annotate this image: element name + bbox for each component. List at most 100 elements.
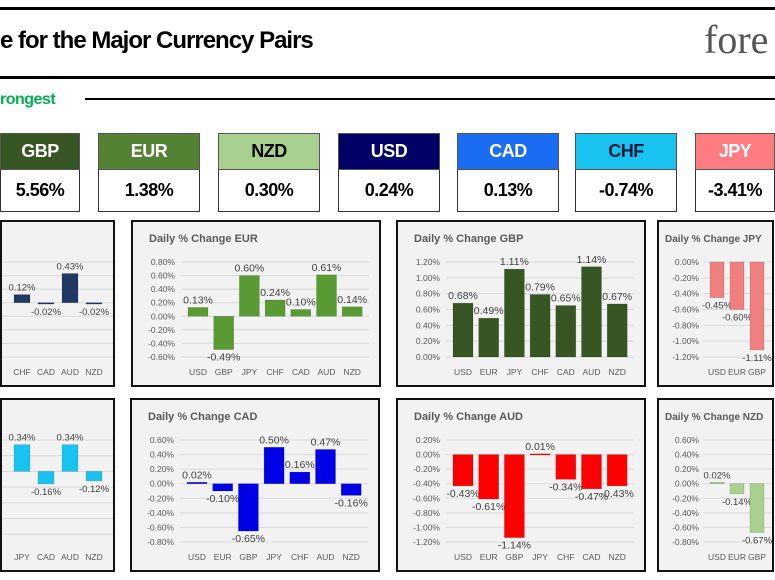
- x-tick-label: USD: [454, 367, 472, 377]
- bar-eur: [212, 483, 233, 492]
- data-label: 0.14%: [337, 294, 367, 306]
- chart-panel: Daily % Change AUD 0.20% 0.00% -0.20% -0.40%…: [396, 398, 646, 572]
- bar-chart: Daily % Change AUD 0.20% 0.00% -0.20% -0.40%…: [413, 411, 634, 562]
- x-tick-label: CHF: [557, 552, 574, 562]
- x-tick-label: EUR: [214, 552, 232, 562]
- x-tick-label: JPY: [266, 552, 282, 562]
- tile-value-label: 0.24%: [364, 180, 414, 200]
- x-tick-label: GBP: [505, 552, 523, 562]
- x-tick-label: JPY: [507, 367, 523, 377]
- y-tick-label: -0.40%: [672, 508, 699, 518]
- x-tick-label: JPY: [242, 367, 258, 377]
- bar-usd: [187, 307, 209, 317]
- tile-value-label: 0.13%: [483, 180, 533, 200]
- y-tick-label: -0.80%: [147, 537, 174, 547]
- bar-aud: [61, 444, 79, 472]
- bar-aud: [61, 273, 79, 304]
- bar-nzd: [606, 454, 628, 487]
- tile-value: 0.24%: [338, 170, 440, 212]
- bar-jpy: [239, 275, 260, 317]
- tile-currency-label: NZD: [251, 141, 287, 161]
- currency-tile-usd: USD 0.24%: [338, 133, 440, 212]
- tile-currency-label: CHF: [608, 141, 644, 161]
- chart-panel: 0.12% CHF -0.02% CAD 0.43% AUD -0.02% NZD: [0, 220, 115, 387]
- chart-panel: Daily % Change JPY 0.00% -0.20% -0.40% -0.60…: [657, 220, 774, 387]
- tile-value-label: 5.56%: [15, 180, 65, 200]
- x-tick-label: EUR: [480, 552, 498, 562]
- data-label: -0.60%: [722, 313, 753, 324]
- x-tick-label: CHF: [13, 367, 30, 377]
- x-tick-label: EUR: [480, 367, 498, 377]
- x-tick-label: AUD: [61, 552, 79, 562]
- y-tick-label: 0.20%: [151, 298, 176, 308]
- data-label: 1.14%: [577, 254, 607, 266]
- currency-tile-jpy: JPY -3.41%: [695, 133, 775, 212]
- x-tick-label: NZD: [85, 367, 102, 377]
- y-tick-label: -0.40%: [672, 289, 699, 299]
- y-tick-label: -0.60%: [672, 522, 699, 532]
- bar-jpy: [504, 268, 525, 358]
- y-tick-label: 0.20%: [150, 464, 175, 474]
- data-label: 0.12%: [9, 283, 36, 294]
- bar-chf: [555, 454, 577, 480]
- y-tick-label: 0.80%: [151, 257, 176, 267]
- x-tick-label: CAD: [292, 367, 310, 377]
- bar-gbp: [213, 315, 234, 350]
- chart-title: Daily % Change GBP: [414, 233, 523, 245]
- y-tick-label: 0.00%: [416, 450, 441, 460]
- data-label: 0.49%: [474, 305, 504, 317]
- y-tick-label: -0.40%: [413, 479, 440, 489]
- data-label: -0.47%: [575, 491, 608, 503]
- y-tick-label: 0.60%: [151, 271, 176, 281]
- x-tick-label: JPY: [532, 552, 548, 562]
- y-tick-label: 0.40%: [416, 320, 441, 330]
- x-tick-label: GBP: [748, 367, 766, 377]
- y-tick-label: 0.40%: [675, 450, 700, 460]
- y-tick-label: 0.20%: [416, 435, 441, 445]
- y-tick-label: 0.60%: [150, 435, 175, 445]
- bar-eur: [729, 261, 745, 310]
- y-tick-label: -0.60%: [672, 305, 699, 315]
- y-tick-label: -0.60%: [148, 352, 175, 362]
- chart-panel: Daily % Change CAD 0.60% 0.40% 0.20% 0.00% -0…: [130, 398, 380, 572]
- bar-chart: Daily % Change JPY 0.00% -0.20% -0.40% -0.60…: [665, 234, 772, 377]
- bar-nzd: [341, 306, 363, 317]
- bar-usd: [186, 481, 208, 485]
- x-tick-label: NZD: [608, 552, 625, 562]
- bar-chf: [529, 294, 551, 358]
- currency-tile-gbp: GBP 5.56%: [0, 133, 80, 212]
- y-tick-label: 0.60%: [416, 305, 441, 315]
- x-tick-label: CAD: [557, 367, 575, 377]
- forexlive-logo: fore: [704, 17, 769, 62]
- bar-chf: [13, 294, 31, 304]
- data-label: -0.10%: [206, 493, 239, 505]
- bar-usd: [452, 302, 474, 358]
- tile-value: 0.30%: [218, 170, 320, 212]
- y-tick-label: -0.20%: [147, 493, 174, 503]
- data-label: 0.34%: [9, 433, 36, 444]
- data-label: 0.10%: [286, 297, 316, 309]
- x-tick-label: EUR: [728, 552, 746, 562]
- bar-cad: [290, 309, 312, 317]
- y-tick-label: -0.20%: [413, 464, 440, 474]
- bar-jpy: [13, 444, 31, 472]
- data-label: 0.13%: [183, 294, 213, 306]
- x-tick-label: GBP: [239, 552, 257, 562]
- bar-aud: [581, 266, 602, 358]
- tile-value: -0.74%: [575, 170, 677, 212]
- bar-cad: [555, 305, 577, 358]
- y-tick-label: 1.20%: [416, 257, 441, 267]
- tile-value: -3.41%: [695, 170, 775, 212]
- x-tick-label: CAD: [37, 552, 55, 562]
- data-label: -0.14%: [722, 497, 753, 508]
- bar-eur: [478, 317, 499, 358]
- bar-chart: 0.12% CHF -0.02% CAD 0.43% AUD -0.02% NZD: [2, 261, 113, 377]
- tile-currency-label: JPY: [718, 141, 752, 161]
- y-tick-label: -0.20%: [148, 325, 175, 335]
- chart-panel: Daily % Change EUR 0.80% 0.60% 0.40% 0.20% 0.…: [131, 220, 381, 387]
- x-tick-label: AUD: [317, 552, 335, 562]
- tile-value-label: 1.38%: [124, 180, 174, 200]
- data-label: -0.02%: [31, 307, 62, 318]
- data-label: -0.65%: [232, 533, 265, 545]
- y-tick-label: 0.80%: [416, 289, 441, 299]
